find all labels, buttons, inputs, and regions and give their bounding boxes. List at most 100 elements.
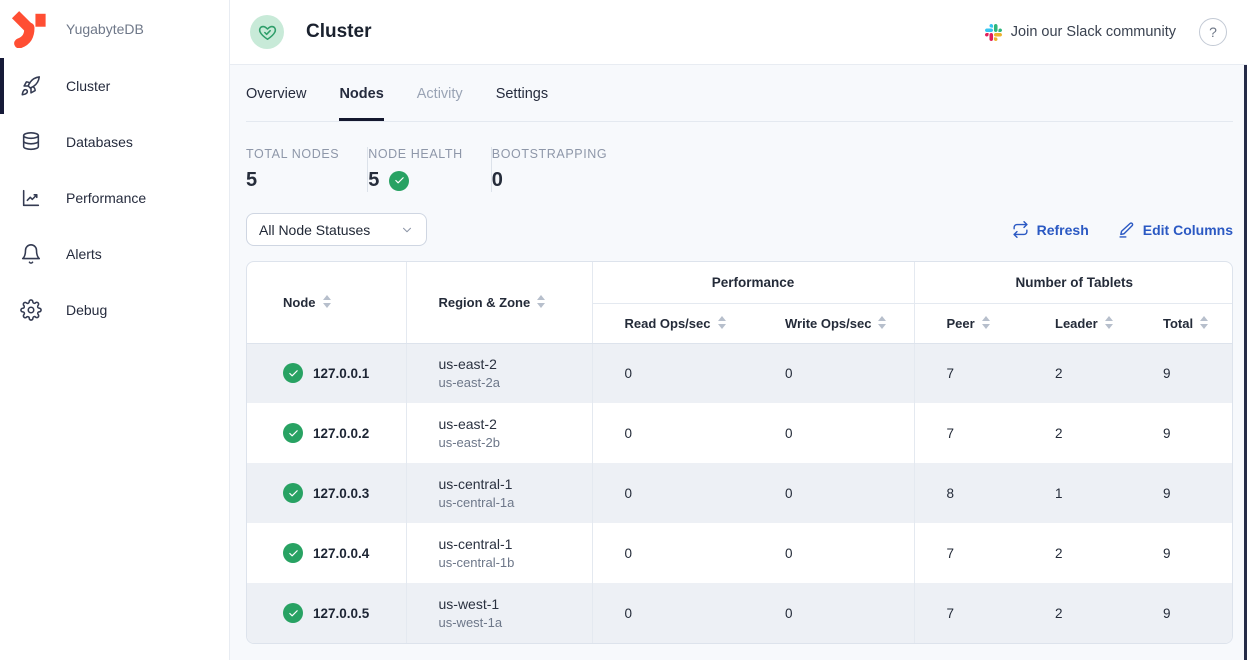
read-ops-value: 0 (591, 343, 753, 403)
node-stats: TOTAL NODES 5 NODE HEALTH 5 BOOTSTRAPPIN… (246, 147, 1233, 192)
write-ops-value: 0 (785, 605, 793, 621)
node-address[interactable]: 127.0.0.2 (313, 425, 370, 441)
peer-tablets-value: 7 (913, 523, 1024, 583)
sort-icon[interactable] (1200, 315, 1209, 329)
col-header-node[interactable]: Node (247, 262, 406, 344)
table-body: 127.0.0.1 us-east-2 us-east-2a 0 0 7 2 9… (247, 343, 1232, 643)
sort-icon[interactable] (878, 315, 887, 329)
edit-columns-button[interactable]: Edit Columns (1118, 221, 1233, 238)
sidebar-item-performance[interactable]: Performance (0, 170, 229, 226)
region: us-central-1 (438, 476, 513, 492)
join-slack-label: Join our Slack community (1010, 24, 1176, 40)
tab-activity[interactable]: Activity (416, 86, 463, 102)
table-row[interactable]: 127.0.0.2 us-east-2 us-east-2b 0 0 7 2 9 (247, 403, 1232, 463)
sidebar-item-label: Cluster (66, 78, 111, 94)
region: us-east-2 (438, 416, 497, 432)
region: us-east-2 (438, 356, 497, 373)
join-slack-link[interactable]: Join our Slack community (984, 23, 1176, 41)
sort-icon[interactable] (537, 294, 546, 308)
node-address[interactable]: 127.0.0.3 (313, 485, 370, 501)
stat-divider (367, 147, 369, 192)
stat-value: 0 (491, 169, 503, 191)
group-header-performance: Performance (591, 262, 915, 304)
slack-icon (984, 23, 1002, 41)
col-header-peer[interactable]: Peer (913, 303, 1024, 344)
sort-icon[interactable] (717, 315, 726, 329)
col-header-region-zone[interactable]: Region & Zone (405, 262, 592, 344)
tab-overview[interactable]: Overview (246, 86, 307, 102)
table-controls: All Node Statuses Refresh Edit Col (246, 213, 1233, 246)
total-tablets-value: 9 (1163, 485, 1171, 501)
node-healthy-icon (283, 363, 303, 384)
tab-nodes[interactable]: Nodes (339, 65, 384, 121)
total-tablets-value: 9 (1163, 605, 1171, 621)
node-address[interactable]: 127.0.0.5 (313, 605, 370, 621)
table-row[interactable]: 127.0.0.3 us-central-1 us-central-1a 0 0… (247, 463, 1232, 523)
brand-name: YugabyteDB (66, 21, 144, 37)
sidebar-item-databases[interactable]: Databases (0, 114, 229, 170)
col-header-total[interactable]: Total (1131, 303, 1232, 344)
sidebar-item-debug[interactable]: Debug (0, 282, 229, 338)
node-address[interactable]: 127.0.0.4 (313, 545, 370, 561)
zone: us-east-2a (438, 375, 500, 391)
read-ops-value: 0 (591, 463, 753, 523)
peer-tablets-value: 7 (913, 343, 1024, 403)
sidebar-item-alerts[interactable]: Alerts (0, 226, 229, 282)
sidebar-item-label: Performance (66, 190, 147, 206)
node-address[interactable]: 127.0.0.1 (313, 365, 370, 381)
zone: us-west-1a (438, 615, 503, 630)
chevron-down-icon (402, 227, 412, 232)
tab-settings[interactable]: Settings (495, 86, 549, 102)
sidebar-item-cluster[interactable]: Cluster (0, 58, 229, 114)
page-title: Cluster (306, 21, 372, 42)
refresh-button[interactable]: Refresh (1012, 221, 1089, 238)
refresh-label: Refresh (1036, 221, 1089, 238)
write-ops-value: 0 (785, 365, 793, 381)
gear-icon (20, 299, 42, 321)
peer-tablets-value: 7 (913, 403, 1024, 463)
nodes-table: Node Region & Zone Performance Number of… (246, 261, 1233, 644)
total-tablets-value: 9 (1163, 365, 1171, 381)
node-healthy-icon (283, 543, 303, 563)
edit-pencil-icon (1119, 222, 1134, 238)
help-button[interactable]: ? (1199, 18, 1227, 46)
col-header-read-ops[interactable]: Read Ops/sec (591, 303, 753, 344)
sort-icon[interactable] (322, 294, 331, 308)
leader-tablets-value: 1 (1055, 485, 1063, 501)
col-header-leader[interactable]: Leader (1023, 303, 1132, 344)
leader-tablets-value: 2 (1055, 545, 1063, 561)
node-healthy-icon (283, 423, 303, 443)
leader-tablets-value: 2 (1055, 365, 1063, 381)
stat-value: 5 (246, 169, 258, 191)
table-row[interactable]: 127.0.0.5 us-west-1 us-west-1a 0 0 7 2 9 (247, 583, 1232, 643)
sort-icon[interactable] (981, 315, 990, 329)
write-ops-value: 0 (785, 425, 793, 441)
peer-tablets-value: 8 (913, 463, 1024, 523)
node-healthy-icon (283, 483, 303, 503)
zone: us-central-1a (438, 495, 515, 510)
table-row[interactable]: 127.0.0.4 us-central-1 us-central-1b 0 0… (247, 523, 1232, 583)
sort-icon[interactable] (1104, 315, 1113, 329)
write-ops-value: 0 (785, 545, 793, 561)
main-area: Cluster Join our Slack community ? Overv… (230, 0, 1247, 660)
peer-tablets-value: 7 (913, 583, 1024, 643)
table-row[interactable]: 127.0.0.1 us-east-2 us-east-2a 0 0 7 2 9 (247, 343, 1232, 403)
database-icon (20, 131, 42, 153)
page-header: Cluster Join our Slack community ? (230, 0, 1247, 65)
brand: YugabyteDB (0, 0, 229, 58)
stat-label: BOOTSTRAPPING (491, 147, 608, 161)
tab-bar: Overview Nodes Activity Settings (246, 65, 1233, 122)
sidebar: YugabyteDB Cluster Databases (0, 0, 230, 660)
sidebar-item-label: Databases (66, 134, 133, 150)
node-status-filter-select[interactable]: All Node Statuses (246, 213, 427, 246)
stat-node-health: NODE HEALTH 5 (368, 147, 491, 192)
total-tablets-value: 9 (1163, 545, 1171, 561)
stat-value: 5 (368, 169, 380, 191)
stat-label: TOTAL NODES (246, 147, 340, 161)
edit-columns-label: Edit Columns (1142, 221, 1233, 238)
cluster-health-icon (250, 15, 284, 49)
scrollbar-thumb[interactable] (1244, 65, 1247, 660)
rocket-icon (20, 75, 42, 97)
col-header-write-ops[interactable]: Write Ops/sec (753, 303, 915, 344)
stat-total-nodes: TOTAL NODES 5 (246, 147, 367, 192)
